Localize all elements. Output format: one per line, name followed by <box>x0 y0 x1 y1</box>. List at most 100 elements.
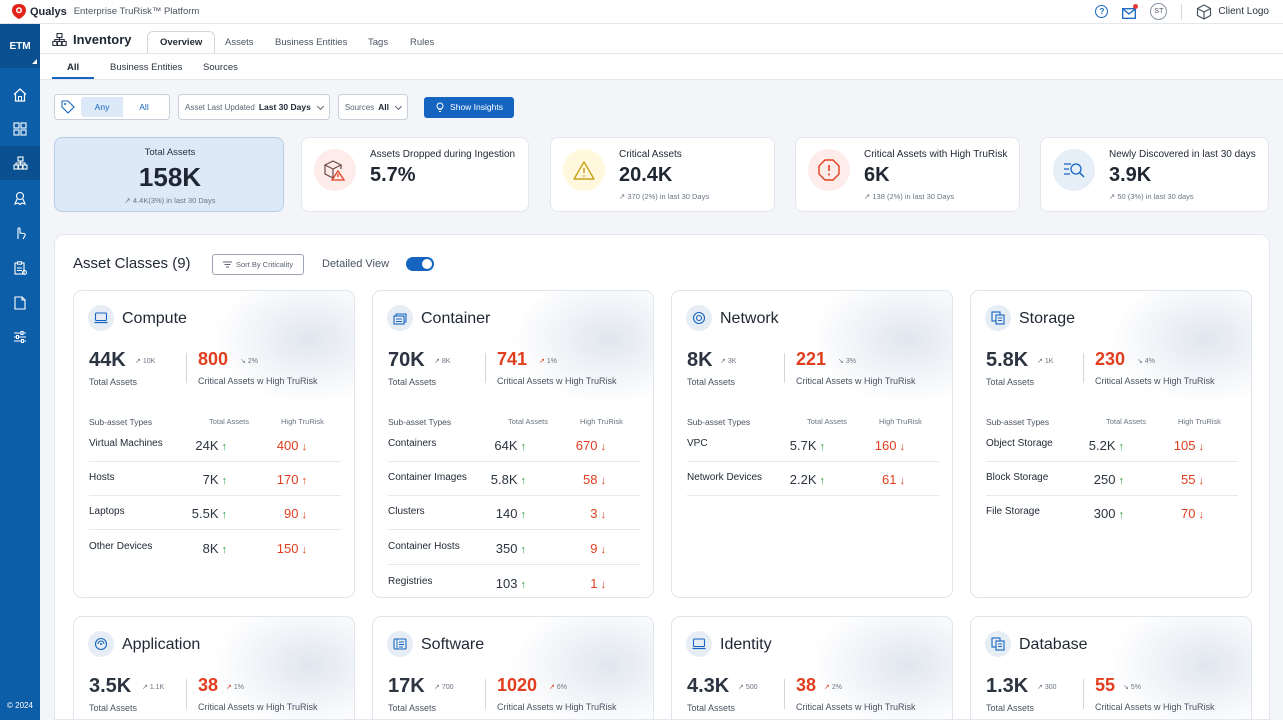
asset-class-card-compute[interactable]: Compute 44K ↗ 10K Total Assets 800 ↘ 2% … <box>73 290 355 598</box>
tab-divider <box>40 53 1283 54</box>
sub-asset-row[interactable]: Hosts 7K ↑ 170 ↑ <box>89 462 341 496</box>
sidebar-item-inventory[interactable] <box>0 146 40 180</box>
sub-asset-row[interactable]: Virtual Machines 24K ↑ 400 ↓ <box>89 428 341 462</box>
row-total: 7K ↑ <box>202 472 227 487</box>
asset-class-card-application[interactable]: Application 3.5K ↗ 1.1K Total Assets 38 … <box>73 616 355 719</box>
divider <box>1083 353 1084 383</box>
sub-asset-row[interactable]: File Storage 300 ↑ 70 ↓ <box>986 496 1238 530</box>
asset-class-card-network[interactable]: Network 8K ↗ 3K Total Assets 221 ↘ 3% Cr… <box>671 290 953 598</box>
card-total-label: Total Assets <box>89 377 138 387</box>
sidebar-item-risk[interactable] <box>0 181 40 215</box>
row-high: 9 ↓ <box>590 541 606 556</box>
tab-tags[interactable]: Tags <box>368 36 389 48</box>
alert-octagon-icon <box>808 149 850 191</box>
sub-asset-row[interactable]: Object Storage 5.2K ↑ 105 ↓ <box>986 428 1238 462</box>
user-avatar[interactable]: ST <box>1150 3 1168 20</box>
card-critical-trend: ↘ 2% <box>240 358 258 365</box>
kpi-critical-assets[interactable]: Critical Assets 20.4K ↗ 370 (2%) in last… <box>550 137 775 212</box>
tab-rules[interactable]: Rules <box>410 36 435 48</box>
row-total: 250 ↑ <box>1093 472 1124 487</box>
trend-up-icon: ↗ <box>226 684 234 691</box>
card-total-label: Total Assets <box>388 703 437 713</box>
asset-class-card-storage[interactable]: Storage 5.8K ↗ 1K Total Assets 230 ↘ 4% … <box>970 290 1252 598</box>
sidebar-item-actions[interactable] <box>0 216 40 250</box>
asset-class-card-database[interactable]: Database 1.3K ↗ 300 Total Assets 55 ↘ 5%… <box>970 616 1252 719</box>
sub-asset-row[interactable]: Clusters 140 ↑ 3 ↓ <box>388 496 640 530</box>
tab-overview[interactable]: Overview <box>147 31 216 53</box>
page-title-text: Inventory <box>73 32 132 47</box>
sidebar: ETM © 2024 <box>0 24 40 720</box>
kpi-total-assets[interactable]: Total Assets 158K ↗ 4.4K(3%) in last 30 … <box>54 137 284 212</box>
help-icon[interactable]: ? <box>1095 5 1109 18</box>
sub-asset-row[interactable]: Container Hosts 350 ↑ 9 ↓ <box>388 531 640 565</box>
asset-class-card-software[interactable]: Software 17K ↗ 700 Total Assets 1020 ↗ 6… <box>372 616 654 719</box>
card-title: Software <box>421 636 485 653</box>
tag-match-toggle[interactable]: Any All <box>81 97 165 117</box>
subtab-sources[interactable]: Sources <box>203 62 238 73</box>
tab-business-entities[interactable]: Business Entities <box>275 36 348 48</box>
detailed-view-toggle[interactable] <box>406 257 434 271</box>
arrow-up-icon: ↑ <box>221 544 228 556</box>
sidebar-item-reports[interactable] <box>0 251 40 285</box>
kpi-trend: ↗ 138 (2%) in last 30 Days <box>864 192 955 201</box>
subtab-all[interactable]: All <box>67 62 80 73</box>
show-insights-button[interactable]: Show Insights <box>424 96 514 118</box>
identity-icon <box>686 631 712 657</box>
sub-asset-row[interactable]: Containers 64K ↑ 670 ↓ <box>388 428 640 462</box>
sidebar-item-dashboard[interactable] <box>0 112 40 146</box>
sidebar-item-settings[interactable] <box>0 320 40 354</box>
sort-by-criticality-button[interactable]: Sort By Criticality <box>212 254 305 275</box>
sort-icon <box>223 261 232 268</box>
sub-asset-row[interactable]: Laptops 5.5K ↑ 90 ↓ <box>89 496 341 530</box>
card-critical-label: Critical Assets w High TruRisk <box>1095 702 1215 712</box>
card-critical-count: 55 <box>1095 675 1116 695</box>
asset-class-card-container[interactable]: Container 70K ↗ 8K Total Assets 741 ↗ 1%… <box>372 290 654 598</box>
card-critical-trend: ↗ 2% <box>824 684 842 691</box>
trend-up-icon: ↗ <box>124 196 133 205</box>
kpi-label: Critical Assets with High TruRisk <box>864 149 1008 160</box>
tab-assets[interactable]: Assets <box>225 36 254 48</box>
sub-asset-row[interactable]: VPC 5.7K ↑ 160 ↓ <box>687 428 939 462</box>
sidebar-item-documents[interactable] <box>0 286 40 320</box>
caret-icon <box>32 59 37 64</box>
card-total-trend: ↗ 1K <box>1037 358 1054 365</box>
sub-asset-row[interactable]: Container Images 5.8K ↑ 58 ↓ <box>388 462 640 496</box>
card-total-label: Total Assets <box>687 703 736 713</box>
row-name: Hosts <box>89 472 115 483</box>
sub-asset-header: Sub-asset Types <box>986 417 1050 427</box>
risk-icon <box>14 191 26 205</box>
asset-class-card-identity[interactable]: Identity 4.3K ↗ 500 Total Assets 38 ↗ 2%… <box>671 616 953 719</box>
trend-down-icon: ↘ <box>838 358 846 365</box>
subtab-business-entities[interactable]: Business Entities <box>110 62 183 73</box>
card-title: Container <box>421 310 491 327</box>
arrow-up-icon: ↑ <box>520 475 527 487</box>
card-total-label: Total Assets <box>89 703 138 713</box>
row-name: VPC <box>687 438 708 449</box>
card-critical-trend: ↗ 1% <box>539 358 557 365</box>
sub-asset-row[interactable]: Block Storage 250 ↑ 55 ↓ <box>986 462 1238 496</box>
trend-up-icon: ↗ <box>864 192 873 201</box>
sub-asset-row[interactable]: Other Devices 8K ↑ 150 ↓ <box>89 531 341 565</box>
mail-icon[interactable] <box>1122 3 1139 19</box>
kpi-trend: ↗ 50 (3%) in last 30 days <box>1109 192 1194 201</box>
tag-filter[interactable]: Any All <box>54 94 170 120</box>
card-critical-label: Critical Assets w High TruRisk <box>796 702 916 712</box>
asset-last-updated-dropdown[interactable]: Asset Last Updated Last 30 Days <box>178 94 330 120</box>
module-switcher[interactable]: ETM <box>0 24 40 68</box>
card-glow <box>503 617 653 719</box>
brand[interactable]: Qualys Enterprise TruRisk™ Platform <box>12 4 199 19</box>
kpi-newly-discovered[interactable]: Newly Discovered in last 30 days 3.9K ↗ … <box>1040 137 1269 212</box>
row-name: Clusters <box>388 506 425 517</box>
trend-up-icon: ↗ <box>619 192 628 201</box>
sub-asset-row[interactable]: Network Devices 2.2K ↑ 61 ↓ <box>687 462 939 496</box>
tag-any-option[interactable]: Any <box>81 97 123 117</box>
row-total: 2.2K ↑ <box>789 472 825 487</box>
tag-all-option[interactable]: All <box>139 102 149 112</box>
sidebar-item-home[interactable] <box>0 78 40 112</box>
sort-label: Sort By Criticality <box>236 260 294 269</box>
page-title: Inventory <box>52 32 132 47</box>
sub-asset-row[interactable]: Registries 103 ↑ 1 ↓ <box>388 566 640 597</box>
kpi-assets-dropped[interactable]: Assets Dropped during Ingestion 5.7% <box>301 137 529 212</box>
kpi-critical-high-trurisk[interactable]: Critical Assets with High TruRisk 6K ↗ 1… <box>795 137 1020 212</box>
sources-dropdown[interactable]: Sources All <box>337 94 409 120</box>
